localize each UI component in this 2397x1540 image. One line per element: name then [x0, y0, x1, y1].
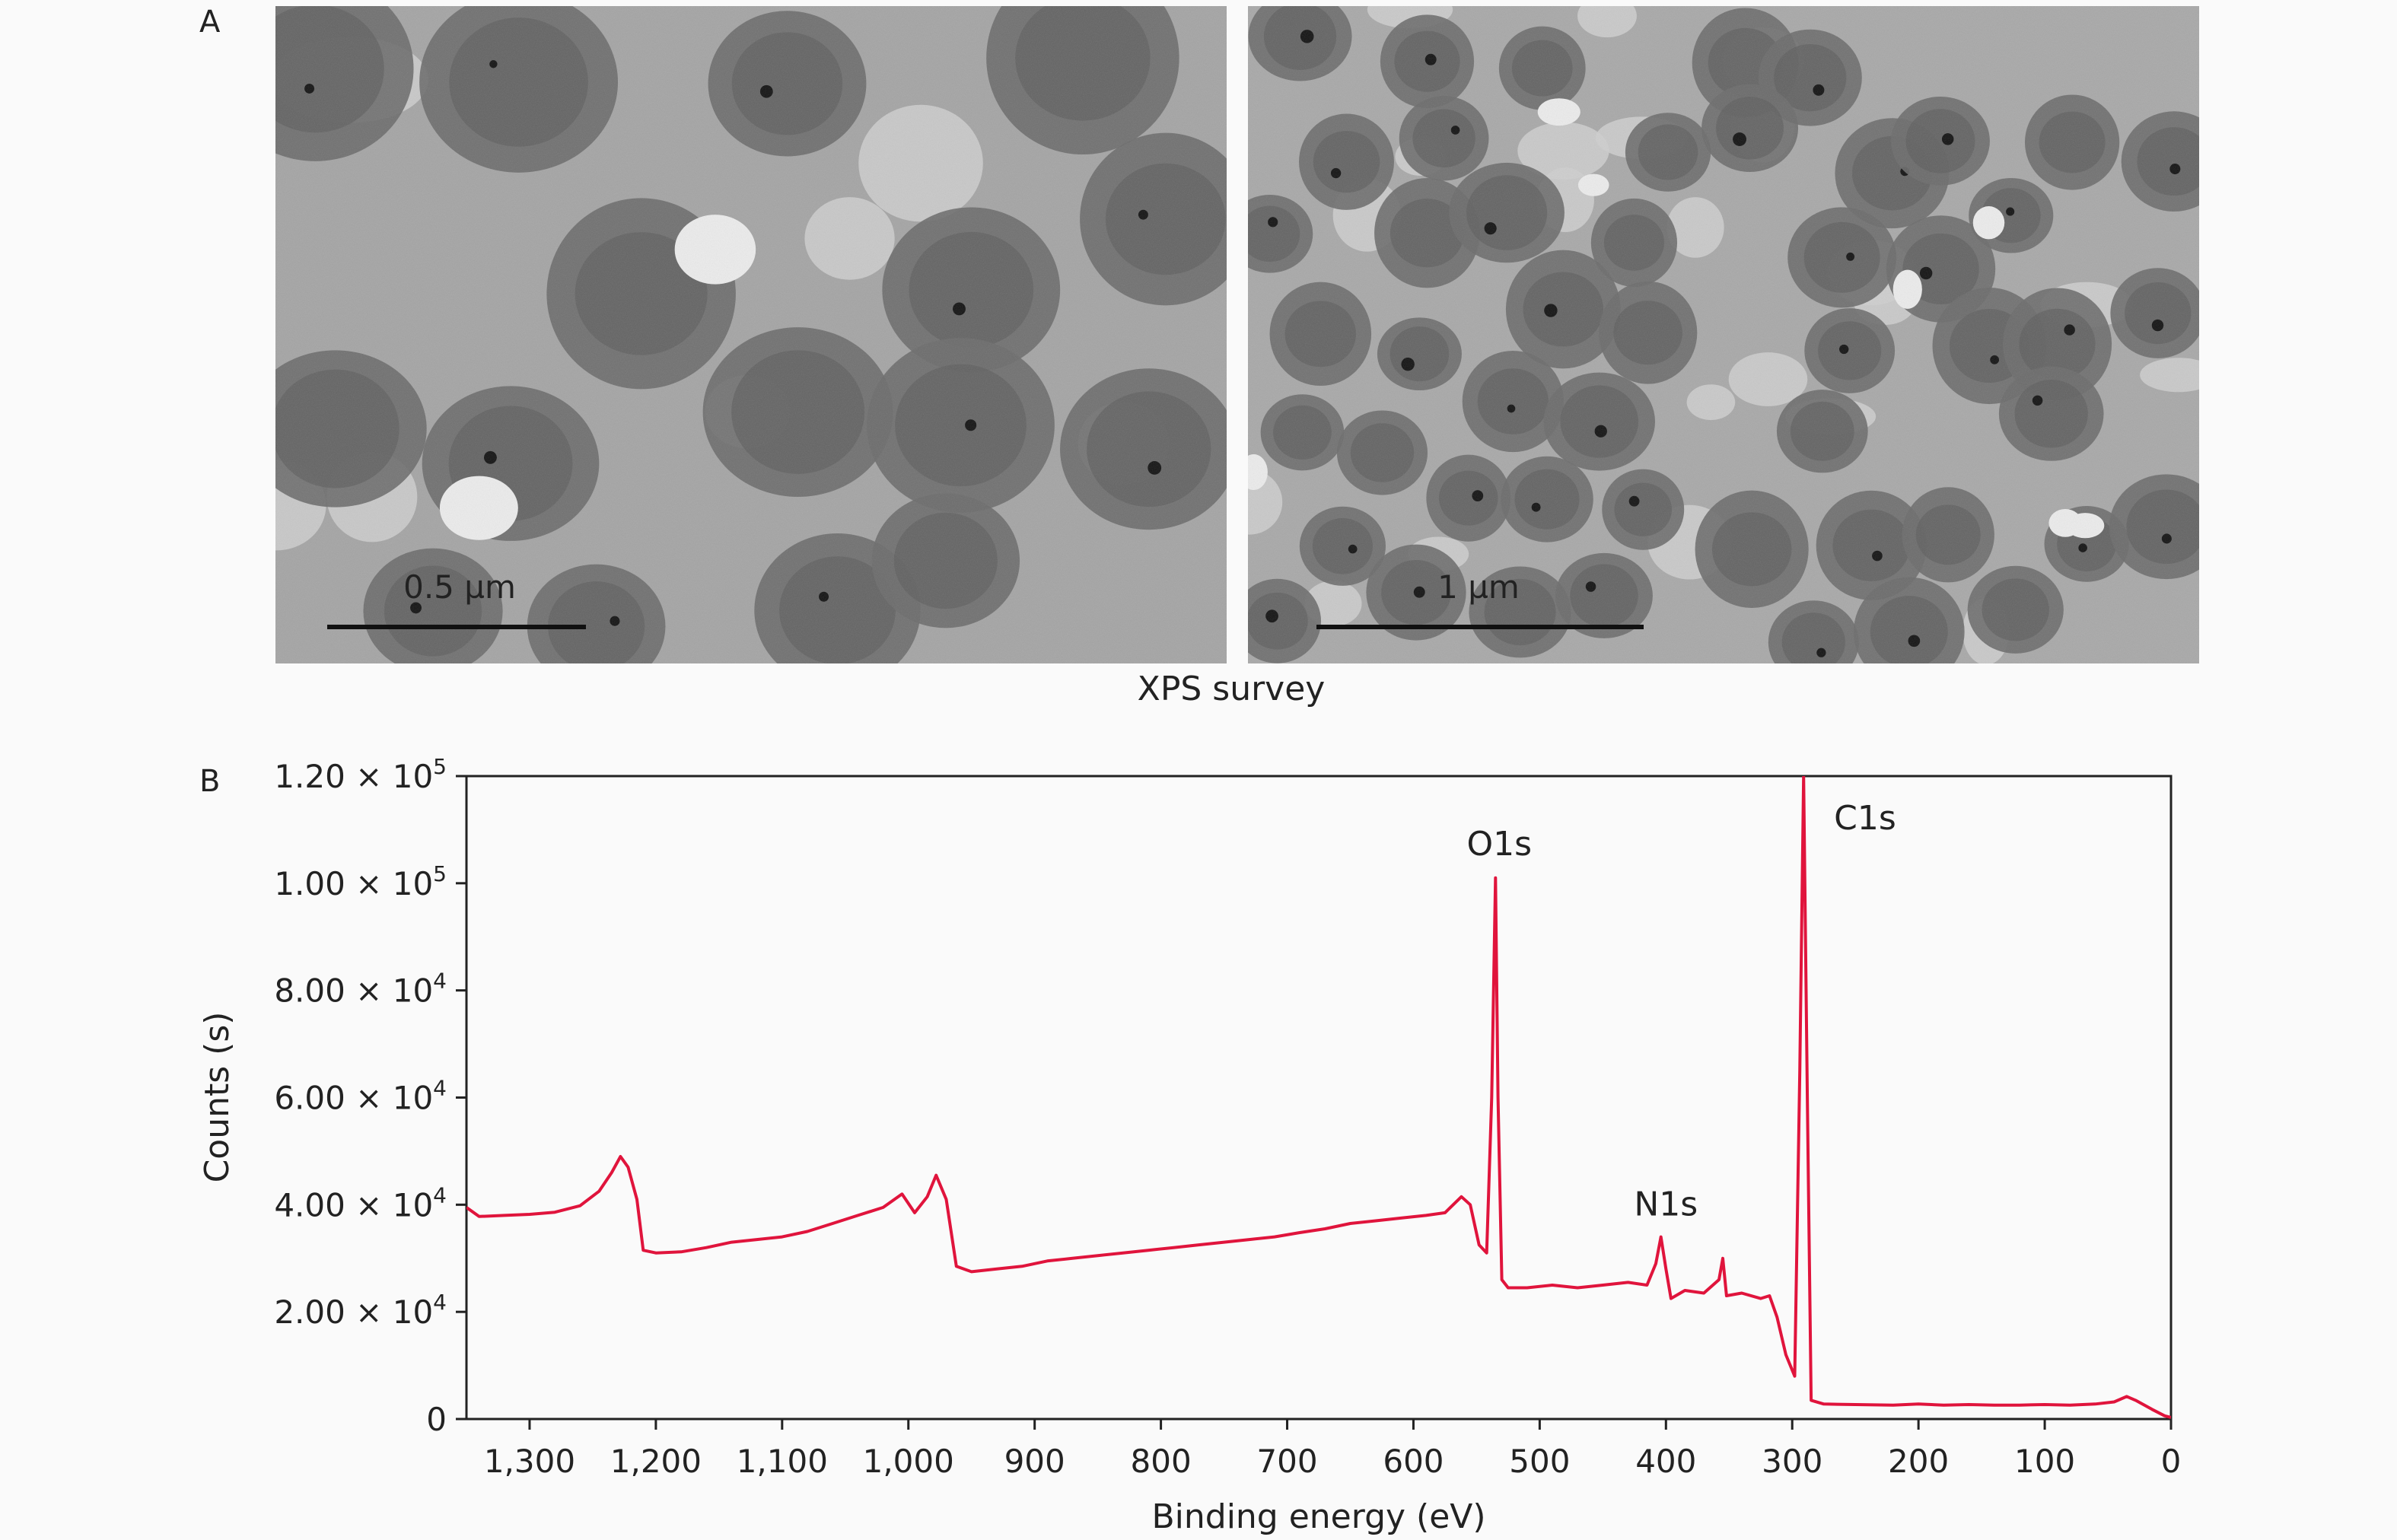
x-tick-label: 300 — [1762, 1443, 1822, 1480]
y-tick-label: 2.00 × 104 — [274, 1290, 447, 1331]
x-tick-label: 1,300 — [484, 1443, 575, 1480]
panel-a-letter: A — [199, 5, 221, 40]
x-tick-label: 1,000 — [863, 1443, 954, 1480]
x-tick-label: 1,100 — [737, 1443, 828, 1480]
panel-a-caption: XPS survey — [1138, 670, 1326, 708]
x-tick-label: 100 — [2014, 1443, 2075, 1480]
peak-label: O1s — [1466, 825, 1532, 864]
y-tick-label: 4.00 × 104 — [274, 1182, 447, 1223]
x-axis: 1,300 1,200 1,100 1,000 900 800 700 600 500 400 30… — [484, 1419, 2182, 1480]
peak-label: N1s — [1634, 1185, 1698, 1224]
y-tick-label: 0 — [426, 1401, 447, 1438]
micrograph-right — [1248, 6, 2199, 663]
plot-frame — [465, 775, 2173, 1421]
x-tick-label: 700 — [1256, 1443, 1317, 1480]
x-tick-label: 400 — [1635, 1443, 1696, 1480]
scale-bar-right: 1 µm — [1316, 568, 1644, 629]
x-tick-label: 200 — [1888, 1443, 1949, 1480]
scale-bar-left: 0.5 µm — [327, 568, 586, 629]
y-tick-label: 8.00 × 104 — [274, 969, 447, 1010]
y-axis: 0 2.00 × 104 4.00 × 104 6.00 × 104 8.00 × 10… — [274, 754, 466, 1438]
x-tick-label: 0 — [2161, 1443, 2182, 1480]
panel-b-letter: B — [199, 764, 220, 799]
peak-annotations: O1s N1s C1s — [1466, 799, 1896, 1224]
x-tick-label: 800 — [1131, 1443, 1192, 1480]
x-tick-label: 600 — [1383, 1443, 1444, 1480]
x-tick-label: 1,200 — [610, 1443, 702, 1480]
series-line-xps — [466, 776, 2171, 1419]
y-tick-label: 6.00 × 104 — [274, 1076, 447, 1117]
x-tick-label: 500 — [1509, 1443, 1570, 1480]
scale-bar-left-label: 0.5 µm — [403, 568, 516, 606]
peak-label: C1s — [1834, 799, 1896, 838]
scale-bar-right-label: 1 µm — [1437, 568, 1520, 606]
micrograph-left — [275, 6, 1227, 663]
y-axis-title: Counts (s) — [198, 1012, 237, 1183]
y-tick-label: 1.00 × 105 — [274, 861, 447, 902]
x-axis-title: Binding energy (eV) — [1151, 1497, 1485, 1536]
y-tick-label: 1.20 × 105 — [274, 754, 447, 795]
x-tick-label: 900 — [1004, 1443, 1065, 1480]
